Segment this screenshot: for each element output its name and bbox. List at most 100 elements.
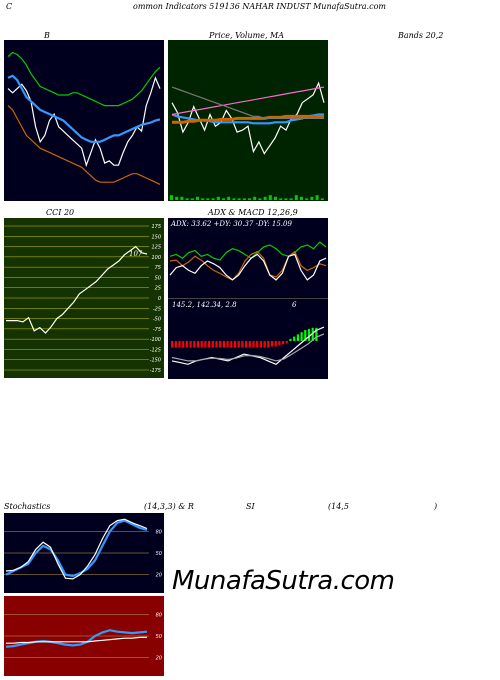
macd-hist-5 bbox=[189, 341, 192, 348]
volume-bar-18 bbox=[263, 196, 267, 200]
adx-readout: ADX: 33.62 +DY: 30.37 -DY: 15.09 bbox=[171, 220, 292, 228]
volume-bar-10 bbox=[222, 198, 225, 200]
cci-panel: 175 150 125 100 75 50 25 0 -25 -50 -75 -100 -125 -150… bbox=[4, 218, 164, 378]
macd-hist-39 bbox=[315, 327, 318, 341]
rsi-title: SI bbox=[246, 502, 255, 511]
stochastics-chart: 80 50 20 bbox=[4, 518, 162, 580]
rsi-chart: 80 50 20 bbox=[4, 612, 162, 662]
cci-series-0 bbox=[6, 245, 148, 334]
cci-tick-12: -125 bbox=[150, 347, 161, 353]
macd-chart bbox=[171, 326, 325, 365]
cci-tick-2: 125 bbox=[151, 245, 161, 251]
macd-hist-24 bbox=[259, 341, 262, 348]
macd-extra-readout: 6 bbox=[292, 301, 297, 309]
macd-hist-38 bbox=[311, 327, 314, 341]
cci-tick-10: -75 bbox=[153, 327, 161, 333]
macd-hist-14 bbox=[222, 341, 225, 348]
rsi-tick-1: 50 bbox=[156, 634, 162, 640]
macd-hist-37 bbox=[307, 328, 311, 341]
volume-bar-27 bbox=[310, 196, 314, 200]
bollinger-series-2 bbox=[7, 51, 161, 107]
volume-bar-12 bbox=[232, 198, 236, 200]
volume-bar-3 bbox=[185, 198, 189, 200]
macd-panel: 145.2, 142.34, 2.8 6 bbox=[168, 298, 328, 379]
volume-bar-20 bbox=[274, 196, 277, 200]
stoch-series-0 bbox=[5, 519, 148, 578]
macd-hist-11 bbox=[211, 341, 214, 348]
volume-bar-24 bbox=[294, 195, 298, 200]
cci-tick-1: 150 bbox=[151, 234, 161, 240]
macd-hist-22 bbox=[252, 341, 255, 348]
rsi-tick-0: 80 bbox=[156, 612, 162, 618]
bollinger-series-0 bbox=[7, 76, 161, 168]
price-panel bbox=[168, 40, 328, 201]
stoch-panel: 80 50 20 bbox=[4, 513, 164, 593]
volume-bar-0 bbox=[170, 195, 173, 200]
header-title: ommon Indicators 519136 NAHAR INDUST Mun… bbox=[133, 2, 386, 11]
macd-hist-7 bbox=[196, 341, 200, 348]
rsi-params: (14,5 bbox=[328, 502, 349, 511]
volume-bar-23 bbox=[289, 198, 293, 200]
macd-series-1 bbox=[171, 333, 325, 362]
rsi-series-1 bbox=[6, 636, 147, 644]
macd-hist-29 bbox=[278, 341, 281, 346]
macd-hist-0 bbox=[171, 341, 174, 348]
volume-bar-22 bbox=[284, 198, 288, 200]
cci-value-label: 107 bbox=[129, 250, 143, 258]
macd-hist-33 bbox=[293, 336, 296, 341]
price-volume-chart bbox=[170, 81, 325, 200]
volume-bar-28 bbox=[315, 195, 319, 200]
volume-bar-2 bbox=[180, 196, 184, 200]
volume-bar-1 bbox=[175, 196, 179, 200]
bollinger-chart bbox=[7, 51, 161, 185]
macd-hist-6 bbox=[193, 341, 196, 348]
macd-hist-9 bbox=[204, 341, 207, 348]
volume-bar-8 bbox=[211, 198, 215, 200]
macd-hist-36 bbox=[304, 330, 307, 341]
cci-tick-8: -25 bbox=[153, 306, 161, 312]
macd-readout: 145.2, 142.34, 2.8 bbox=[172, 301, 237, 309]
adx-chart bbox=[169, 241, 327, 281]
adx-series-0 bbox=[169, 241, 327, 261]
watermark: MunafaSutra.com bbox=[172, 566, 395, 596]
cci-title: CCI 20 bbox=[46, 208, 75, 217]
adx-series-2 bbox=[169, 253, 327, 281]
bollinger-series-1 bbox=[7, 74, 161, 143]
macd-hist-2 bbox=[178, 341, 181, 348]
bollinger-title-right: Bands 20,2 bbox=[398, 31, 444, 40]
volume-bar-5 bbox=[196, 196, 199, 200]
macd-hist-4 bbox=[185, 341, 188, 348]
macd-hist-15 bbox=[226, 341, 229, 348]
header-left: C bbox=[6, 2, 13, 11]
cci-tick-7: 0 bbox=[158, 296, 161, 302]
macd-hist-31 bbox=[285, 341, 288, 344]
cci-tick-0: 175 bbox=[151, 224, 161, 230]
cci-tick-4: 75 bbox=[155, 265, 161, 271]
stoch-params: (14,3,3) & R bbox=[144, 502, 194, 511]
cci-tick-3: 100 bbox=[151, 255, 161, 261]
price-series-0 bbox=[171, 81, 325, 155]
price-series-4 bbox=[171, 86, 324, 120]
cci-tick-14: -175 bbox=[150, 368, 161, 374]
cci-tick-13: -150 bbox=[150, 358, 161, 364]
volume-bar-16 bbox=[253, 196, 257, 200]
price-series-2 bbox=[172, 114, 324, 124]
macd-hist-10 bbox=[208, 341, 211, 348]
volume-bar-26 bbox=[305, 198, 309, 200]
volume-bar-14 bbox=[242, 198, 246, 200]
cci-chart: 175 150 125 100 75 50 25 0 -25 -50 -75 -100 -125 -150… bbox=[4, 224, 161, 374]
rsi-tick-2: 20 bbox=[156, 656, 162, 662]
volume-bar-17 bbox=[258, 198, 262, 200]
macd-hist-13 bbox=[219, 341, 222, 348]
macd-hist-30 bbox=[282, 341, 285, 345]
volume-bar-4 bbox=[190, 198, 194, 200]
bollinger-series-3 bbox=[7, 105, 161, 185]
volume-bar-11 bbox=[227, 196, 231, 200]
volume-bar-7 bbox=[206, 198, 210, 200]
stoch-series-1 bbox=[5, 518, 148, 580]
adx-series-1 bbox=[169, 250, 327, 281]
volume-bar-19 bbox=[268, 195, 272, 200]
stoch-tick-2: 20 bbox=[156, 573, 162, 579]
cci-tick-6: 25 bbox=[155, 286, 161, 292]
bollinger-panel bbox=[4, 40, 164, 201]
